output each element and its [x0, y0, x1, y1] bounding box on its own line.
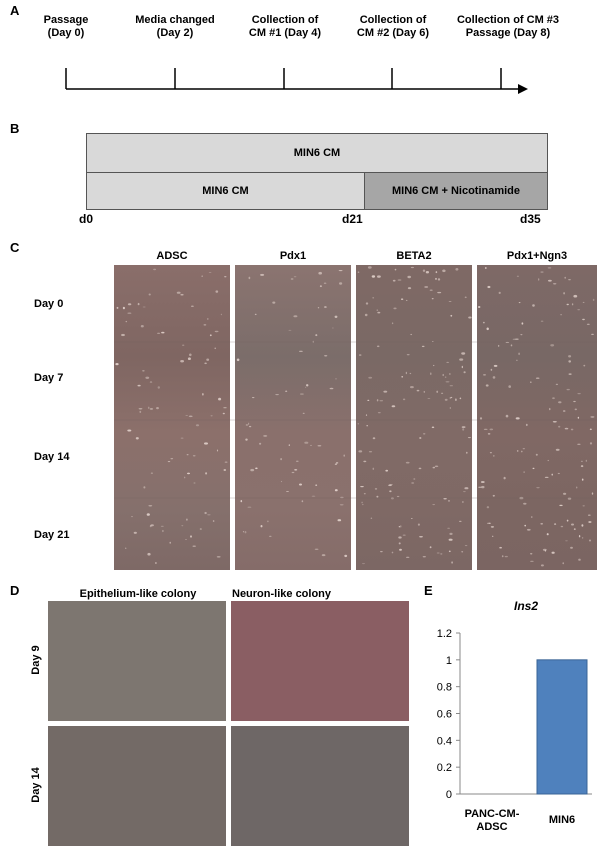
min6-cm-bar-full-label: MIN6 CM: [293, 147, 341, 159]
micrograph-neuron-day14: [231, 726, 409, 846]
min6-cm-bar-first: MIN6 CM: [86, 172, 365, 210]
y-tick-label: 0.6: [437, 709, 452, 721]
panel-e-letter: E: [424, 583, 433, 598]
micrograph-neuron-day9: [231, 601, 409, 721]
col-head-epithelium: Epithelium-like colony: [79, 588, 197, 600]
panel-c-letter: C: [10, 240, 20, 255]
nicotinamide-bar-label: MIN6 CM + Nicotinamide: [391, 185, 521, 197]
timeline-label-day2: Media changed (Day 2): [135, 14, 215, 39]
x-label-panc-cm-adsc-line1: PANC-CM-: [465, 808, 520, 820]
micrograph-adsc: [114, 265, 230, 570]
y-tick-label: 0.2: [437, 762, 452, 774]
col-head-neuron: Neuron-like colony: [232, 588, 332, 600]
nicotinamide-bar: MIN6 CM + Nicotinamide: [364, 172, 548, 210]
micrograph-pdx1-ngn3: [477, 265, 597, 570]
chart-title: Ins2: [514, 599, 538, 613]
x-label-panc-cm-adsc-line2: ADSC: [476, 821, 507, 833]
row-head-day21: Day 21: [34, 529, 70, 541]
row-head-day14: Day 14: [34, 451, 70, 463]
row-head-d-day14: Day 14: [30, 767, 42, 803]
timeline-label-day4: Collection of CM #1 (Day 4): [248, 14, 322, 39]
bar-min6: [536, 659, 588, 795]
row-head-day0: Day 0: [34, 298, 64, 310]
y-tick-label: 1.2: [437, 628, 452, 640]
col-head-adsc: ADSC: [156, 250, 188, 262]
day-label-d0: d0: [79, 212, 94, 226]
timeline-label-day0: Passage (Day 0): [43, 14, 89, 39]
micrograph-epithelium-day14: [48, 726, 226, 846]
y-tick-label: 0: [446, 789, 452, 801]
y-tick-label: 0.8: [437, 682, 452, 694]
day-label-d21: d21: [342, 212, 363, 226]
timeline-label-day8: Collection of CM #3 Passage (Day 8): [456, 14, 560, 39]
timeline-label-day6: Collection of CM #2 (Day 6): [356, 14, 430, 39]
day-label-d35: d35: [520, 212, 541, 226]
y-tick-label: 0.4: [437, 735, 452, 747]
col-head-pdx1-ngn3: Pdx1+Ngn3: [506, 250, 568, 262]
x-label-min6: MIN6: [549, 814, 575, 826]
col-head-pdx1: Pdx1: [279, 250, 307, 262]
panel-d-letter: D: [10, 583, 20, 598]
micrograph-beta2: [356, 265, 472, 570]
timeline-axis: [65, 68, 528, 94]
row-head-day9: Day 9: [30, 645, 42, 675]
micrograph-pdx1: [235, 265, 351, 570]
panel-a-letter: A: [10, 3, 20, 18]
min6-cm-bar-first-label: MIN6 CM: [202, 185, 249, 197]
panel-b-letter: B: [10, 121, 20, 136]
min6-cm-bar-full: MIN6 CM: [86, 133, 548, 173]
col-head-beta2: BETA2: [396, 250, 432, 262]
micrograph-epithelium-day9: [48, 601, 226, 721]
y-tick-label: 1: [446, 655, 452, 667]
row-head-day7: Day 7: [34, 372, 64, 384]
ins2-bar-chart: Ins2 0 0.2 0.4 0.6 0.8 1 1.2 PANC-CM- ADSC MIN…: [437, 599, 592, 833]
